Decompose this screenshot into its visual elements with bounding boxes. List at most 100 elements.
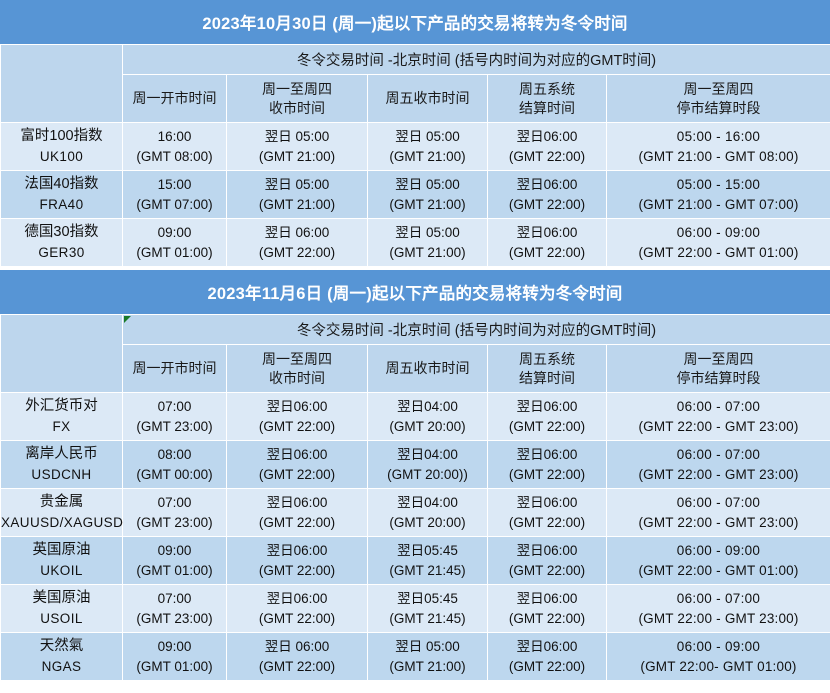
table-2-title-banner: 2023年11月6日 (周一)起以下产品的交易将转为冬令时间 (0, 270, 830, 314)
value-gmt: (GMT 22:00) (258, 418, 336, 434)
fri-settle-cell: 翌日06:00 (GMT 22:00) (487, 632, 607, 681)
product-name-cell: 天然氣 NGAS (0, 632, 123, 681)
value-local: 翌日06:00 (516, 398, 578, 414)
value-gmt: (GMT 21:00) (258, 196, 336, 212)
value-gmt: (GMT 21:00) (258, 148, 336, 164)
mon-open-cell: 09:00 (GMT 01:00) (122, 632, 227, 681)
value-gmt: (GMT 23:00) (136, 418, 213, 434)
table-2-head: 冬令交易时间 -北京时间 (括号内时间为对应的GMT时间) 周一开市时间 周一至… (0, 314, 830, 393)
cell-error-marker-icon (124, 316, 131, 323)
value-gmt: (GMT 22:00 - GMT 23:00) (638, 466, 799, 482)
fri-settle-cell: 翌日06:00 (GMT 22:00) (487, 170, 607, 219)
mon-open-cell: 16:00 (GMT 08:00) (122, 122, 227, 171)
value-gmt: (GMT 22:00) (258, 562, 336, 578)
col-header-halt-window: 周一至周四 停市结算时段 (605, 344, 830, 393)
value-gmt: (GMT 01:00) (136, 562, 213, 578)
value-gmt: (GMT 21:00) (389, 658, 466, 674)
product-name-cell: 美国原油 USOIL (0, 584, 123, 633)
halt-window-cell: 06:00 - 07:00 (GMT 22:00 - GMT 23:00) (605, 440, 830, 489)
table-row: 美国原油 USOIL 07:00 (GMT 23:00) 翌日06:00 (GM… (0, 584, 830, 633)
value-local: 翌日 06:00 (264, 224, 330, 240)
value-gmt: (GMT 21:00 - GMT 08:00) (638, 148, 799, 164)
fri-settle-cell: 翌日06:00 (GMT 22:00) (487, 488, 607, 537)
mon-open-cell: 07:00 (GMT 23:00) (122, 488, 227, 537)
col-header-line1: 周一开市时间 (132, 90, 217, 107)
product-name-cn: 富时100指数 (20, 128, 103, 145)
col-header-fri-settle: 周五系统 结算时间 (487, 74, 607, 123)
value-local: 翌日04:00 (397, 494, 458, 510)
value-local: 翌日06:00 (266, 542, 328, 558)
product-name-cell: 德国30指数 GER30 (0, 218, 123, 267)
value-local: 翌日05:45 (397, 542, 458, 558)
value-local: 06:00 - 07:00 (676, 398, 761, 414)
value-local: 翌日04:00 (397, 446, 458, 462)
value-local: 翌日04:00 (397, 398, 458, 414)
halt-window-cell: 06:00 - 09:00 (GMT 22:00 - GMT 01:00) (605, 536, 830, 585)
col-header-line1: 周一开市时间 (132, 360, 217, 377)
fri-close-cell: 翌日 05:00 (GMT 21:00) (367, 170, 488, 219)
col-header-fri-close: 周五收市时间 (367, 74, 488, 123)
value-local: 09:00 (157, 542, 192, 558)
fri-close-cell: 翌日04:00 (GMT 20:00) (367, 392, 488, 441)
col-header-line1: 周一至周四 (262, 351, 332, 368)
product-name-en: FRA40 (39, 197, 84, 213)
product-name-cn: 法国40指数 (24, 176, 99, 193)
value-local: 翌日06:00 (516, 446, 578, 462)
value-local: 07:00 (157, 398, 192, 414)
value-gmt: (GMT 22:00) (508, 658, 586, 674)
value-local: 翌日06:00 (516, 176, 578, 192)
product-name-cn: 贵金属 (39, 494, 84, 511)
value-gmt: (GMT 21:45) (389, 562, 466, 578)
value-gmt: (GMT 22:00- GMT 01:00) (640, 658, 797, 674)
value-local: 翌日 05:00 (264, 128, 330, 144)
halt-window-cell: 05:00 - 15:00 (GMT 21:00 - GMT 07:00) (605, 170, 830, 219)
value-gmt: (GMT 22:00 - GMT 23:00) (638, 514, 799, 530)
col-header-line2: 停市结算时段 (676, 369, 761, 386)
value-local: 翌日 05:00 (395, 638, 460, 654)
col-header-line1: 周一至周四 (683, 351, 754, 368)
product-name-en: USDCNH (31, 467, 92, 483)
value-gmt: (GMT 22:00) (508, 244, 586, 260)
value-gmt: (GMT 00:00) (136, 466, 213, 482)
halt-window-cell: 06:00 - 07:00 (GMT 22:00 - GMT 23:00) (605, 488, 830, 537)
fri-close-cell: 翌日05:45 (GMT 21:45) (367, 536, 488, 585)
value-local: 翌日 05:00 (395, 128, 460, 144)
fri-settle-cell: 翌日06:00 (GMT 22:00) (487, 536, 607, 585)
table-2-merged-header: 冬令交易时间 -北京时间 (括号内时间为对应的GMT时间) (121, 314, 830, 345)
fri-close-cell: 翌日 05:00 (GMT 21:00) (367, 218, 488, 267)
mon-open-cell: 09:00 (GMT 01:00) (122, 536, 227, 585)
mon-thu-close-cell: 翌日 05:00 (GMT 21:00) (226, 170, 368, 219)
value-gmt: (GMT 22:00) (508, 148, 586, 164)
value-local: 翌日06:00 (516, 494, 578, 510)
value-gmt: (GMT 22:00) (258, 658, 336, 674)
fri-close-cell: 翌日04:00 (GMT 20:00)) (367, 440, 488, 489)
product-name-cn: 天然氣 (39, 638, 84, 655)
product-name-en: NGAS (41, 659, 82, 675)
halt-window-cell: 05:00 - 16:00 (GMT 21:00 - GMT 08:00) (605, 122, 830, 171)
table-row: 天然氣 NGAS 09:00 (GMT 01:00) 翌日 06:00 (GMT… (0, 632, 830, 681)
value-gmt: (GMT 01:00) (136, 244, 213, 260)
value-local: 翌日05:45 (397, 590, 458, 606)
value-local: 06:00 - 07:00 (676, 590, 761, 606)
col-header-mon-open: 周一开市时间 (122, 74, 227, 123)
fri-settle-cell: 翌日06:00 (GMT 22:00) (487, 584, 607, 633)
value-local: 翌日 06:00 (264, 638, 330, 654)
product-name-cell: 富时100指数 UK100 (0, 122, 123, 171)
fri-close-cell: 翌日05:45 (GMT 21:45) (367, 584, 488, 633)
value-gmt: (GMT 22:00) (508, 196, 586, 212)
table-row: 外汇货币对 FX 07:00 (GMT 23:00) 翌日06:00 (GMT … (0, 392, 830, 441)
table-1-column-header-row: 周一开市时间 周一至周四 收市时间 周五收市时间 周五系统 结算时间 周一至周四 (1, 74, 830, 123)
mon-thu-close-cell: 翌日06:00 (GMT 22:00) (226, 488, 368, 537)
value-gmt: (GMT 20:00) (389, 418, 466, 434)
table-2-body: 外汇货币对 FX 07:00 (GMT 23:00) 翌日06:00 (GMT … (0, 392, 830, 681)
table-1-title-text: 2023年10月30日 (周一)起以下产品的交易将转为冬令时间 (202, 15, 628, 33)
table-2-title-text: 2023年11月6日 (周一)起以下产品的交易将转为冬令时间 (207, 285, 623, 303)
value-gmt: (GMT 22:00) (258, 466, 336, 482)
mon-thu-close-cell: 翌日 06:00 (GMT 22:00) (226, 632, 368, 681)
product-name-en: XAUUSD/XAGUSD (1, 515, 124, 531)
value-gmt: (GMT 08:00) (136, 148, 213, 164)
fri-settle-cell: 翌日06:00 (GMT 22:00) (487, 122, 607, 171)
product-name-cn: 外汇货币对 (25, 398, 98, 415)
fri-close-cell: 翌日 05:00 (GMT 21:00) (367, 122, 488, 171)
